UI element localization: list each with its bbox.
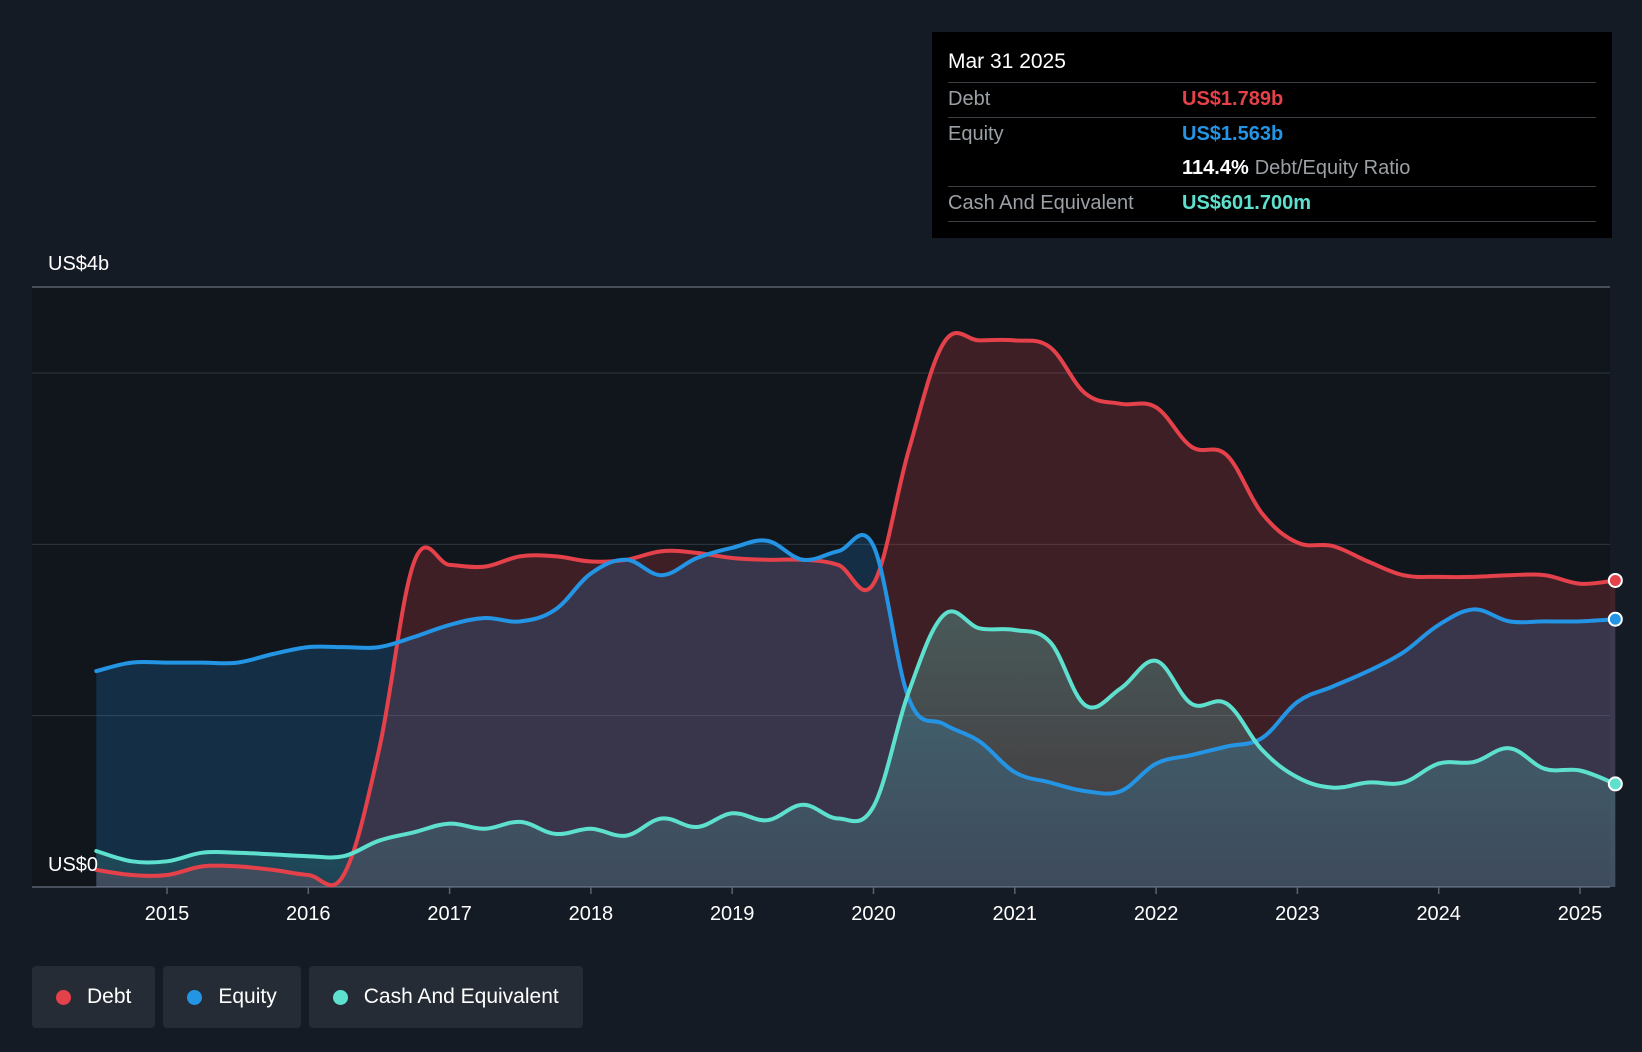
legend-label-equity: Equity [218, 985, 277, 1008]
debt-end-marker [1607, 572, 1623, 588]
tooltip-cash-label: Cash And Equivalent [948, 192, 1134, 214]
x-tick-label: 2021 [993, 903, 1038, 925]
tooltip-equity-row: Equity US$1.563b [948, 117, 1596, 152]
x-tick-label: 2019 [710, 903, 755, 925]
tooltip-debt-value: US$1.789b [1182, 88, 1284, 110]
cash-end-marker [1607, 776, 1623, 792]
tooltip-cash-row: Cash And Equivalent US$601.700m [948, 186, 1596, 221]
tooltip-ratio-row: 114.4% Debt/Equity Ratio [948, 152, 1596, 186]
equity-end-marker [1607, 611, 1623, 627]
x-tick-label: 2018 [569, 903, 614, 925]
tooltip-date: Mar 31 2025 [948, 50, 1066, 73]
x-tick-label: 2025 [1558, 903, 1603, 925]
x-tick-label: 2022 [1134, 903, 1179, 925]
tooltip-ratio-label: Debt/Equity Ratio [1254, 157, 1411, 179]
x-tick-label: 2024 [1416, 903, 1461, 925]
cash-line [94, 609, 1618, 865]
legend-item-cash[interactable]: Cash And Equivalent [308, 966, 583, 1028]
tooltip-debt-label: Debt [948, 88, 991, 110]
tooltip-ratio-value: 114.4% [1182, 157, 1249, 179]
x-tick-label: 2017 [427, 903, 472, 925]
tooltip-panel: Mar 31 2025 Debt US$1.789b Equity US$1.5… [932, 32, 1612, 238]
cash-dot-icon [332, 989, 348, 1005]
debt-line [94, 331, 1618, 888]
tooltip-equity-label: Equity [948, 123, 1004, 145]
x-tick-label: 2020 [851, 903, 896, 925]
tooltip-divider [948, 221, 1596, 222]
x-tick-label: 2016 [286, 903, 331, 925]
debt-dot-icon [56, 989, 71, 1005]
legend-item-debt[interactable]: Debt [32, 966, 156, 1028]
y-axis-bottom-label: US$0 [48, 854, 98, 876]
x-tick-label: 2023 [1275, 903, 1320, 925]
cash-area [96, 611, 1616, 887]
legend-label-cash: Cash And Equivalent [363, 985, 559, 1008]
legend-label-debt: Debt [87, 985, 132, 1008]
legend: Debt Equity Cash And Equivalent [32, 966, 583, 1028]
y-axis-top-label: US$4b [48, 253, 109, 275]
tooltip-equity-value: US$1.563b [1182, 123, 1284, 145]
equity-dot-icon [187, 989, 203, 1005]
legend-item-equity[interactable]: Equity [163, 966, 301, 1028]
x-tick-label: 2015 [145, 903, 190, 925]
tooltip-cash-value: US$601.700m [1182, 192, 1311, 214]
equity-line [94, 533, 1618, 796]
tooltip-debt-row: Debt US$1.789b [948, 82, 1596, 117]
